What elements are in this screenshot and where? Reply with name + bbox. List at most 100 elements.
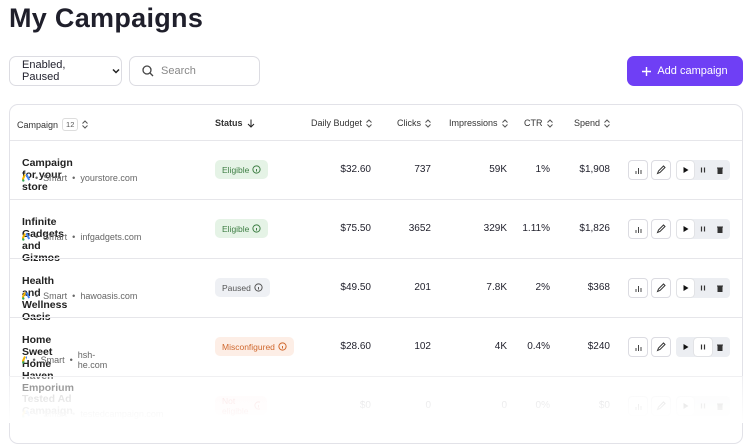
impressions-value-text: 7.8K (486, 282, 507, 293)
campaign-domain-text: hsh-he.com (77, 350, 108, 370)
status-badge-text: Paused (222, 282, 251, 293)
play-button[interactable] (677, 220, 695, 238)
plus-icon (642, 66, 652, 76)
edit-button[interactable] (651, 160, 671, 180)
clicks-value-text: 3652 (408, 223, 431, 234)
column-header[interactable]: Campaign 12 (17, 118, 89, 131)
campaign-meta: • Smart • hsh-he.com (22, 350, 110, 370)
budget-value: $75.50 (291, 223, 371, 234)
status-badge-text: Eligible (222, 164, 250, 175)
row-divider (10, 317, 742, 318)
campaign-domain-text: hawoasis.com (80, 291, 138, 301)
state-controls (676, 160, 730, 180)
search-box[interactable]: Search (129, 56, 260, 86)
sort-icon (501, 118, 508, 128)
edit-button[interactable] (651, 219, 671, 239)
campaign-meta: • Smart • infgadgets.com (22, 232, 141, 242)
edit-button[interactable] (651, 278, 671, 298)
spend-value-text: $368 (587, 282, 610, 293)
play-button[interactable] (677, 161, 695, 179)
clicks-value-text: 737 (414, 164, 431, 175)
column-header[interactable]: Daily Budget (311, 118, 372, 128)
campaign-domain: hawoasis.com (80, 291, 137, 301)
campaign-type-text: Smart (43, 232, 68, 242)
impressions-value: 59K (427, 164, 507, 175)
stats-button[interactable] (628, 337, 648, 357)
ctr-value: 1% (470, 164, 550, 175)
status-badge: Paused (215, 278, 270, 297)
campaign-type-text: Smart (43, 173, 68, 183)
budget-value: $49.50 (291, 282, 371, 293)
count-badge: 12 (62, 118, 79, 131)
pause-button[interactable] (694, 338, 712, 356)
state-controls (676, 219, 730, 239)
add-campaign-label: Add campaign (657, 65, 728, 77)
clicks-value: 3652 (351, 223, 431, 234)
campaign-meta: • Smart • yourstore.com (22, 173, 137, 183)
campaign-name[interactable]: Campaign for your store (22, 157, 73, 193)
column-header[interactable]: Status (215, 118, 255, 128)
chevron-icon (112, 68, 120, 74)
stats-button[interactable] (628, 219, 648, 239)
column-header-text: Status (215, 118, 243, 128)
spend-value: $1,908 (530, 164, 610, 175)
pause-button[interactable] (694, 220, 711, 238)
pause-button[interactable] (694, 279, 711, 297)
search-placeholder: Search (161, 65, 196, 77)
status-badge: Eligible (215, 160, 269, 179)
budget-value: $32.60 (291, 164, 371, 175)
clicks-value-text: 201 (414, 282, 431, 293)
status-badge: Eligible (215, 219, 269, 238)
campaign-name[interactable]: Health and Wellness Oasis (22, 275, 67, 323)
sort-icon (425, 118, 431, 128)
add-campaign-button[interactable]: Add campaign (627, 56, 743, 86)
column-header[interactable]: Spend (574, 118, 610, 128)
ctr-value: 2% (470, 282, 550, 293)
dot: • (72, 232, 76, 242)
campaign-domain: yourstore.com (80, 173, 137, 183)
delete-button[interactable] (712, 220, 729, 238)
stats-button[interactable] (628, 278, 648, 298)
campaign-meta: • Smart • hawoasis.com (22, 291, 137, 301)
fade-overlay (0, 376, 750, 423)
budget-value-text: $32.60 (340, 164, 371, 175)
budget-value-text: $49.50 (340, 282, 371, 293)
campaign-type: Smart (43, 291, 67, 301)
campaign-type-text: Smart (40, 355, 65, 365)
edit-button[interactable] (651, 337, 671, 357)
stats-button[interactable] (628, 160, 648, 180)
status-badge-text: Misconfigured (222, 341, 275, 352)
dot: • (72, 291, 76, 301)
delete-button[interactable] (712, 279, 729, 297)
delete-button[interactable] (712, 161, 729, 179)
campaign-type-text: Smart (43, 291, 68, 301)
page-title: My Campaigns (9, 3, 204, 33)
ads-icon (22, 292, 30, 300)
column-header[interactable]: CTR (524, 118, 553, 128)
column-header[interactable]: Impressions (449, 118, 508, 128)
column-header[interactable]: Clicks (397, 118, 431, 128)
ctr-value-text: 0.4% (527, 341, 550, 352)
clicks-value: 102 (351, 341, 431, 352)
ads-icon (22, 356, 28, 364)
column-header-text: CTR (524, 118, 543, 128)
pause-button[interactable] (694, 161, 711, 179)
impressions-value-text: 59K (489, 164, 507, 175)
impressions-value-text: 329K (483, 223, 507, 234)
state-controls (676, 278, 730, 298)
count-badge-text: 12 (66, 120, 75, 129)
sort-icon (366, 118, 372, 128)
delete-button[interactable] (712, 338, 729, 356)
campaign-domain-text: yourstore.com (80, 173, 138, 183)
budget-value-text: $28.60 (340, 341, 371, 352)
budget-value: $28.60 (291, 341, 371, 352)
budget-value-text: $75.50 (340, 223, 371, 234)
filter-label: Enabled, Paused (22, 59, 66, 83)
play-button[interactable] (677, 279, 695, 297)
state-controls (676, 337, 730, 357)
impressions-value-text: 4K (494, 341, 507, 352)
play-button[interactable] (677, 338, 694, 356)
status-filter[interactable]: Enabled, Paused (9, 56, 122, 86)
clicks-value: 201 (351, 282, 431, 293)
campaign-type: Smart (43, 232, 67, 242)
